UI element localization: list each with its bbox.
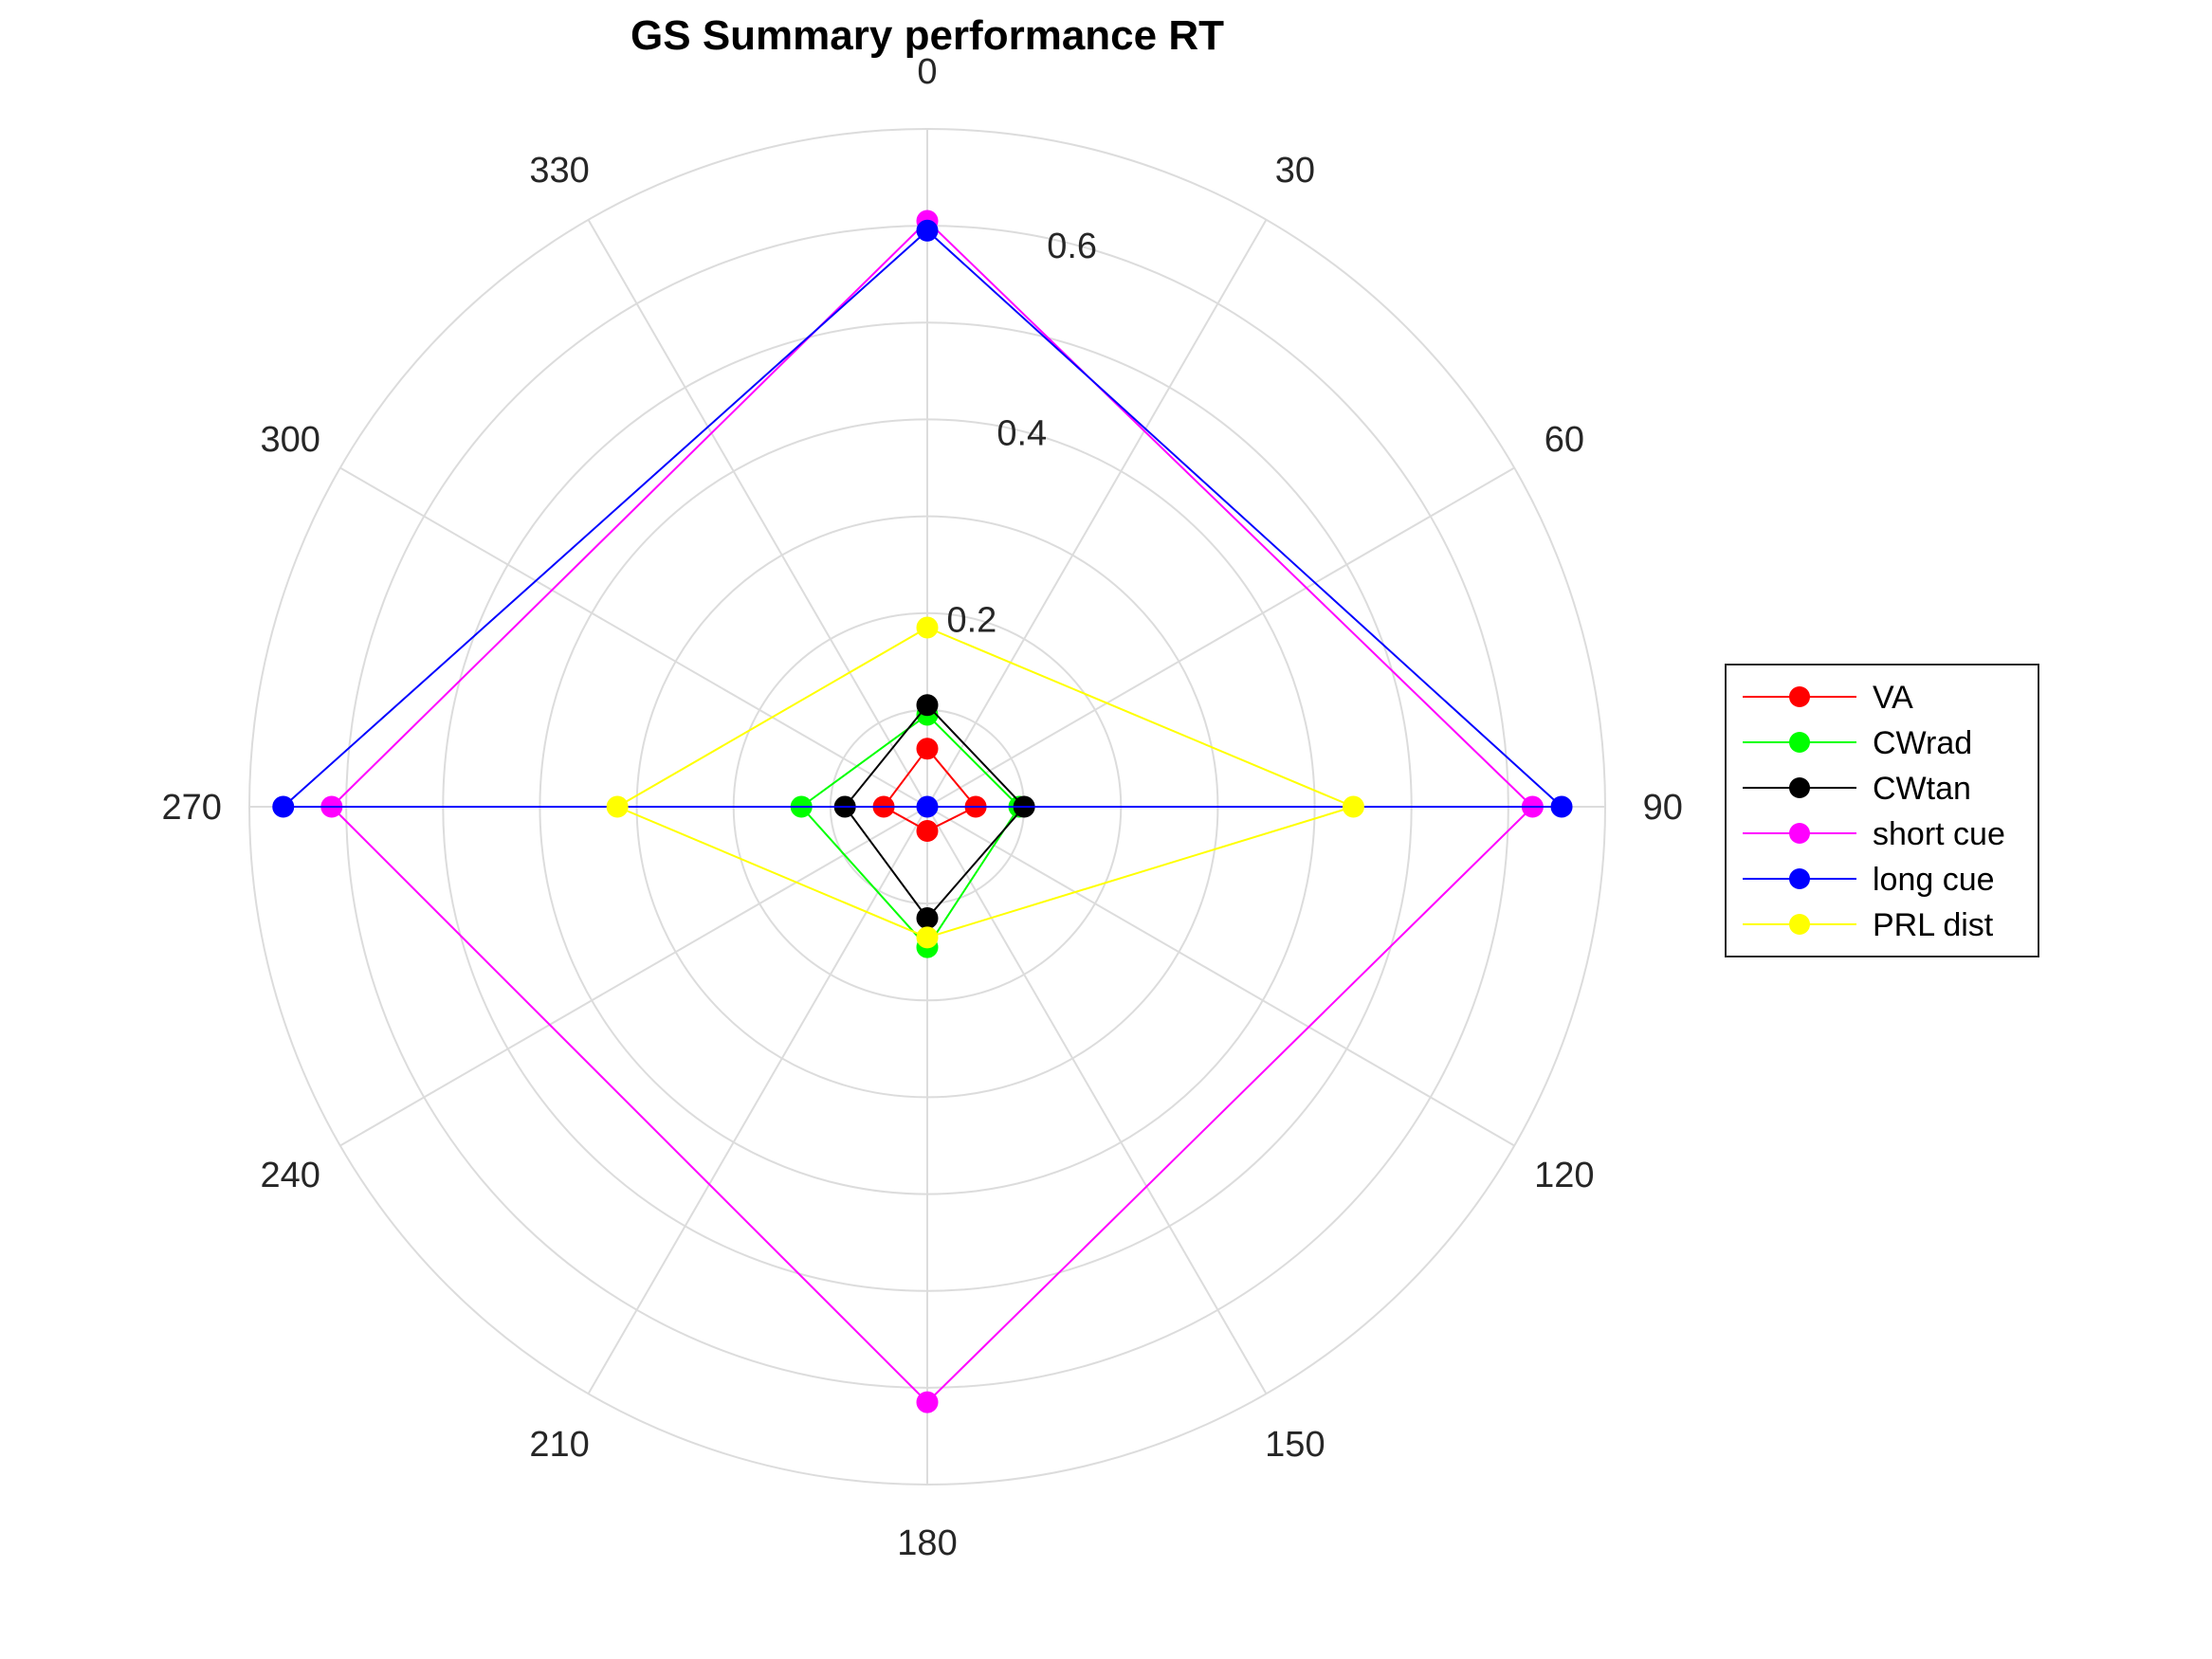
grid-spoke bbox=[926, 466, 1515, 808]
radial-tick-label: 0.6 bbox=[1047, 227, 1097, 266]
angle-tick-label: 60 bbox=[1545, 420, 1584, 460]
legend: VA CWrad CWtan short cue long cue PRL dist bbox=[1725, 664, 2039, 957]
data-point bbox=[916, 1391, 939, 1413]
data-point bbox=[916, 694, 939, 717]
angle-tick-label: 90 bbox=[1643, 788, 1683, 828]
legend-marker bbox=[1789, 732, 1810, 753]
series-va bbox=[872, 738, 987, 843]
data-point bbox=[606, 795, 629, 818]
grid-spoke bbox=[926, 219, 1268, 808]
legend-entry: CWtan bbox=[1743, 771, 1971, 807]
radial-tick-labels: 0.2 0.4 0.6 bbox=[946, 227, 1097, 641]
grid-spoke bbox=[339, 806, 928, 1147]
grid-spoke bbox=[587, 806, 928, 1395]
legend-entry: CWrad bbox=[1743, 725, 1972, 761]
grid-spoke bbox=[339, 466, 928, 808]
data-point bbox=[916, 616, 939, 639]
legend-entry: long cue bbox=[1743, 862, 1995, 898]
angle-tick-label: 300 bbox=[260, 420, 320, 460]
legend-label: long cue bbox=[1873, 862, 1995, 898]
data-point bbox=[1550, 795, 1573, 818]
series-line bbox=[882, 748, 978, 832]
grid-spoke bbox=[926, 806, 1268, 1395]
legend-marker bbox=[1789, 823, 1810, 844]
series-long-cue bbox=[272, 219, 1573, 818]
data-point bbox=[916, 738, 939, 760]
series-line bbox=[614, 627, 1357, 939]
legend-entry: PRL dist bbox=[1743, 907, 1994, 943]
legend-label: VA bbox=[1873, 680, 1913, 716]
angle-tick-label: 270 bbox=[162, 788, 222, 828]
legend-entry: short cue bbox=[1743, 816, 2005, 852]
chart-title: GS Summary performance RT bbox=[631, 12, 1224, 59]
angle-tick-label: 180 bbox=[897, 1523, 957, 1563]
legend-marker bbox=[1789, 914, 1810, 935]
data-point bbox=[916, 820, 939, 843]
angle-tick-label: 150 bbox=[1265, 1425, 1325, 1465]
angle-tick-label: 240 bbox=[260, 1156, 320, 1195]
series-prl-dist bbox=[606, 616, 1364, 949]
legend-label: CWrad bbox=[1873, 725, 1972, 761]
angle-tick-label: 330 bbox=[529, 151, 589, 191]
data-series bbox=[272, 210, 1573, 1413]
legend-label: CWtan bbox=[1873, 771, 1971, 807]
legend-label: short cue bbox=[1873, 816, 2005, 852]
angle-tick-labels: 0 30 60 90 120 150 180 210 240 270 300 330 bbox=[162, 52, 1683, 1563]
legend-entry: VA bbox=[1743, 680, 1913, 716]
legend-marker bbox=[1789, 686, 1810, 707]
angle-tick-label: 30 bbox=[1275, 151, 1315, 191]
legend-marker bbox=[1789, 868, 1810, 889]
angle-tick-label: 0 bbox=[917, 52, 937, 92]
data-point bbox=[272, 795, 295, 818]
data-point bbox=[916, 219, 939, 242]
data-point bbox=[916, 906, 939, 929]
legend-marker bbox=[1789, 777, 1810, 798]
grid-spoke bbox=[926, 806, 1515, 1147]
radial-tick-label: 0.2 bbox=[946, 601, 996, 641]
series-cwrad bbox=[790, 703, 1031, 958]
grid-spoke bbox=[587, 219, 928, 808]
data-point bbox=[916, 926, 939, 949]
legend-box bbox=[1725, 664, 2039, 957]
angle-tick-label: 210 bbox=[529, 1425, 589, 1465]
radial-tick-label: 0.4 bbox=[996, 413, 1047, 453]
data-point bbox=[1342, 795, 1364, 818]
legend-label: PRL dist bbox=[1873, 907, 1994, 943]
angle-tick-label: 120 bbox=[1534, 1156, 1594, 1195]
data-point bbox=[916, 795, 939, 818]
